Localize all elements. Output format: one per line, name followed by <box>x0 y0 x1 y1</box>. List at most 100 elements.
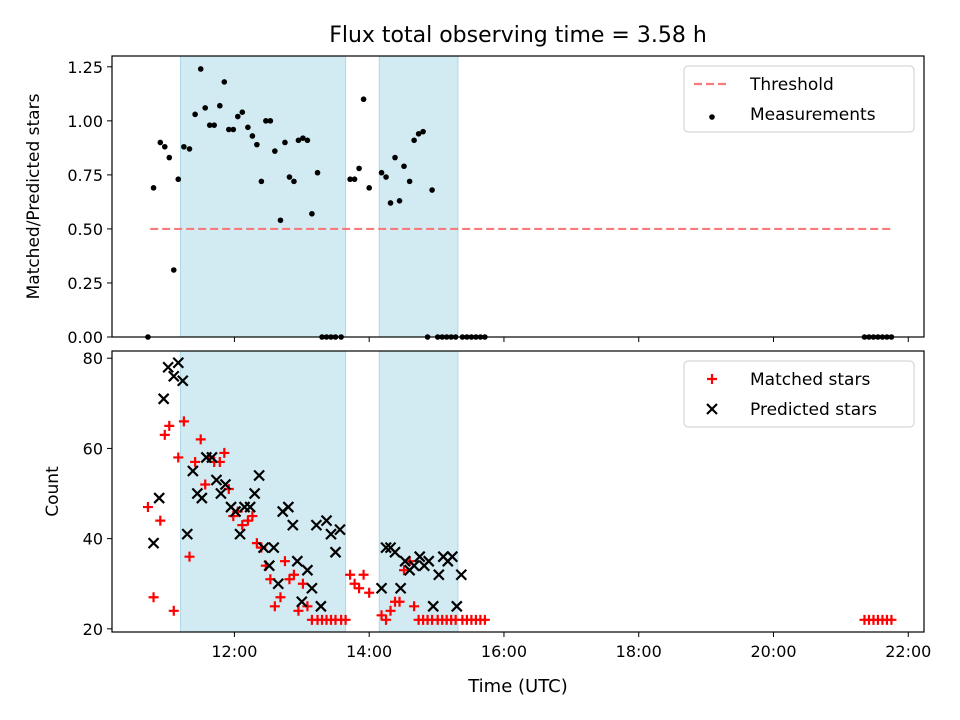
predicted-point <box>291 555 304 567</box>
legend-label: Matched stars <box>750 370 870 390</box>
y-tick-label: 80 <box>83 349 103 368</box>
measurement-point <box>401 163 407 170</box>
predicted-point <box>196 492 208 504</box>
measurement-point <box>406 178 413 185</box>
measurement-point <box>272 148 278 154</box>
predicted-point <box>310 519 323 531</box>
predicted-point <box>162 361 174 374</box>
measurement-point <box>202 105 209 111</box>
shaded-span <box>180 350 347 633</box>
predicted-point <box>253 469 265 482</box>
y-tick-label: 0.75 <box>67 166 103 185</box>
predicted-point <box>408 559 420 572</box>
predicted-point <box>380 541 392 554</box>
measurement-point <box>360 96 367 103</box>
predicted-point <box>257 541 270 554</box>
matched-point <box>288 569 299 580</box>
y-tick-label: 0.50 <box>67 220 103 239</box>
matched-point <box>358 569 369 580</box>
matched-point <box>345 569 356 580</box>
predicted-point <box>234 528 246 540</box>
legend-measurement-swatch <box>709 114 715 120</box>
measurement-point <box>429 187 435 193</box>
measurement-point <box>415 131 422 137</box>
matched-point <box>168 605 179 616</box>
legend-label: Predicted stars <box>750 400 877 420</box>
matched-point <box>148 592 159 603</box>
predicted-point <box>172 356 185 369</box>
x-tick-label: 20:00 <box>750 642 796 661</box>
predicted-point <box>167 370 180 383</box>
x-tick-label: 22:00 <box>885 642 931 661</box>
matched-point <box>164 420 175 431</box>
measurement-point <box>304 137 311 144</box>
measurement-point <box>234 113 241 120</box>
predicted-point <box>320 514 333 527</box>
panel-ratio: 0.00 0.25 0.50 0.75 1.00 1.25 Matched/Predicte… <box>24 55 925 347</box>
x-axis-label: Time (UTC) <box>467 676 568 697</box>
y-axis-label: Matched/Predicted stars <box>24 93 44 299</box>
measurement-point <box>300 135 306 141</box>
matched-point <box>242 515 253 526</box>
measurement-point <box>366 185 372 191</box>
matched-point <box>479 614 490 625</box>
measurement-point <box>150 185 157 191</box>
legend-matched-swatch <box>707 374 717 384</box>
legend-box <box>683 65 915 133</box>
matched-point <box>173 452 184 463</box>
predicted-point <box>263 559 276 572</box>
predicted-point <box>394 582 407 595</box>
measurement-point <box>211 122 218 128</box>
measurement-point <box>263 118 269 124</box>
predicted-point <box>399 555 411 567</box>
measurement-point <box>221 79 228 85</box>
matched-point <box>269 601 280 612</box>
matched-point <box>190 456 201 467</box>
matched-point <box>155 515 166 526</box>
x-tick-label: 18:00 <box>616 642 662 661</box>
matched-point <box>409 601 420 612</box>
measurement-point <box>314 169 321 176</box>
measurement-point <box>392 154 398 161</box>
measurement-point <box>309 210 315 217</box>
measurement-point <box>217 102 223 109</box>
predicted-point <box>147 537 160 549</box>
y-tick-label: 1.00 <box>67 112 103 131</box>
legend: Matched stars Predicted stars <box>683 360 915 428</box>
matched-point <box>394 596 405 607</box>
axes-frame <box>111 350 925 633</box>
measurement-point <box>420 128 426 135</box>
legend-label: Measurements <box>750 105 876 125</box>
measurement-point <box>267 118 274 124</box>
matched-point <box>275 592 286 603</box>
y-tick-label: 40 <box>83 530 103 549</box>
x-tick-label: 12:00 <box>211 642 257 661</box>
measurement-point <box>245 124 251 131</box>
y-tick-label: 20 <box>83 620 103 639</box>
legend-predicted-swatch <box>706 403 718 415</box>
predicted-point <box>329 546 342 558</box>
x-tick-label: 14:00 <box>346 642 392 661</box>
measurement-point <box>157 139 164 146</box>
y-tick-label: 1.25 <box>67 58 103 77</box>
measurement-point <box>258 178 265 185</box>
matched-point <box>184 551 195 562</box>
matched-point <box>237 520 248 531</box>
predicted-point <box>433 568 445 581</box>
predicted-point <box>315 600 327 613</box>
measurement-point <box>170 267 177 273</box>
legend-box <box>683 360 915 428</box>
matched-point <box>219 447 230 458</box>
predicted-point <box>215 487 227 500</box>
measurement-point <box>197 66 204 72</box>
measurement-point <box>166 154 173 161</box>
predicted-point <box>187 465 199 477</box>
measurement-point <box>181 143 187 150</box>
matched-point <box>381 614 392 625</box>
predicted-point <box>455 568 468 581</box>
predicted-point <box>282 501 295 513</box>
matched-point <box>302 601 313 612</box>
shaded-span <box>180 55 347 338</box>
matched-point <box>293 605 304 616</box>
predicted-point <box>413 550 426 563</box>
